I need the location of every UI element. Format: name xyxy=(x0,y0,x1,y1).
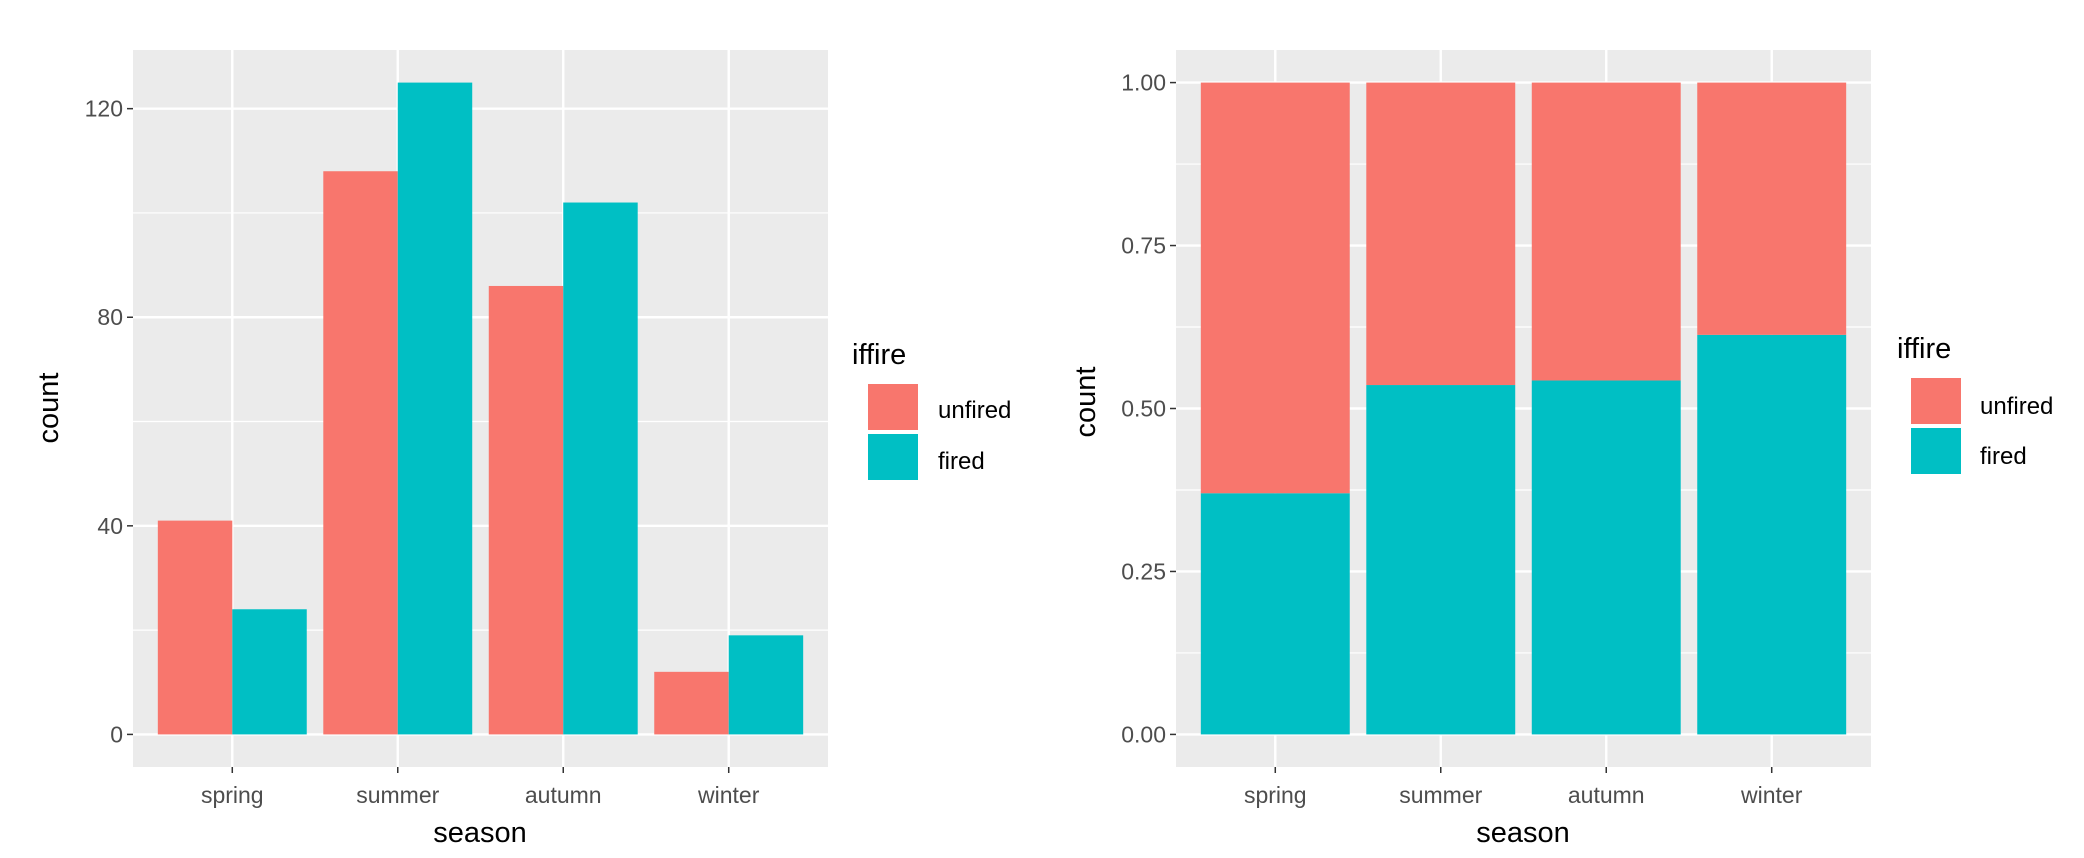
y-tick-label: 40 xyxy=(97,513,123,539)
x-tick-label: summer xyxy=(356,782,439,808)
y-axis-title: count xyxy=(33,373,65,444)
y-tick-label: 80 xyxy=(97,304,123,330)
bar-unfired-summer xyxy=(1366,82,1516,386)
x-tick-label: autumn xyxy=(1568,782,1645,808)
bar-fired-autumn xyxy=(1531,380,1681,735)
y-axis-title: count xyxy=(1070,367,1102,438)
bar-fired-summer xyxy=(397,82,473,735)
legend-label-fired: fired xyxy=(938,448,985,475)
bar-unfired-autumn xyxy=(1531,82,1681,381)
y-tick-label: 0.25 xyxy=(1121,558,1166,584)
x-tick-label: autumn xyxy=(525,782,602,808)
legend-key-fired xyxy=(1911,428,1961,474)
x-tick-label: spring xyxy=(201,782,264,808)
legend-key-unfired xyxy=(1911,378,1961,424)
bar-unfired-winter xyxy=(654,671,729,735)
y-axis-ticks: 0.00 0.25 0.50 0.75 1.00 xyxy=(1121,70,1176,747)
y-tick-label: 0 xyxy=(110,721,123,747)
x-axis-title: season xyxy=(1476,817,1570,849)
x-tick-label: winter xyxy=(697,782,760,808)
x-axis-title: season xyxy=(433,817,527,849)
legend-label-fired: fired xyxy=(1980,443,2027,470)
legend-title: iffire xyxy=(1897,333,1951,365)
x-axis-ticks: spring summer autumn winter xyxy=(201,767,760,808)
bar-fired-spring xyxy=(232,609,307,735)
bar-fired-winter xyxy=(1697,334,1847,735)
y-tick-label: 0.75 xyxy=(1121,233,1166,259)
bar-unfired-winter xyxy=(1697,82,1847,335)
bars xyxy=(157,82,804,735)
bars xyxy=(1200,82,1847,735)
x-tick-label: winter xyxy=(1740,782,1803,808)
legend: iffire unfired fired xyxy=(852,339,1011,480)
bar-fired-winter xyxy=(728,635,804,735)
legend: iffire unfired fired xyxy=(1897,333,2053,474)
bar-fired-spring xyxy=(1200,493,1350,735)
bar-unfired-spring xyxy=(1200,82,1350,494)
filled-bar-chart: 0.00 0.25 0.50 0.75 1.00 spring summer autumn w… xyxy=(1070,50,2053,849)
legend-title: iffire xyxy=(852,339,906,371)
y-tick-label: 1.00 xyxy=(1121,70,1166,96)
legend-key-fired xyxy=(868,434,918,480)
y-axis-ticks: 0 40 80 120 xyxy=(85,96,133,747)
x-tick-label: summer xyxy=(1399,782,1482,808)
x-axis-ticks: spring summer autumn winter xyxy=(1244,767,1803,808)
legend-label-unfired: unfired xyxy=(938,397,1011,424)
bar-unfired-autumn xyxy=(488,285,564,735)
bar-fired-autumn xyxy=(563,202,638,735)
x-tick-label: spring xyxy=(1244,782,1307,808)
legend-key-unfired xyxy=(868,384,918,430)
bar-unfired-spring xyxy=(157,520,233,735)
dodged-bar-chart: 0 40 80 120 spring summer autumn winter season… xyxy=(33,50,1011,849)
legend-label-unfired: unfired xyxy=(1980,393,2053,420)
y-tick-label: 0.50 xyxy=(1121,396,1166,422)
bar-fired-summer xyxy=(1366,385,1516,735)
y-tick-label: 0.00 xyxy=(1121,721,1166,747)
bar-unfired-summer xyxy=(323,171,398,735)
y-tick-label: 120 xyxy=(85,96,123,122)
